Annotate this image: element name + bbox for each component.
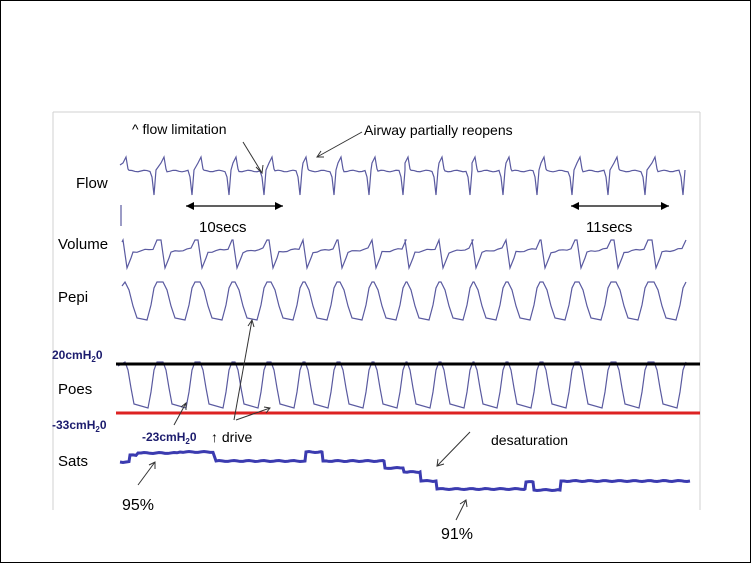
interval-arrowhead-2a — [571, 202, 579, 210]
channel-label-volume: Volume — [58, 236, 108, 253]
arrowhead-sat-low — [459, 499, 468, 508]
annotation-sat-start: 95% — [122, 497, 154, 514]
annotation-flow-limitation: ^ flow limitation — [132, 121, 227, 137]
reference-label-minus33: -33cmH20 — [52, 418, 107, 434]
annotation-interval-2: 11secs — [586, 219, 632, 236]
volume-trace — [121, 237, 687, 271]
arrowhead-drive-2 — [263, 406, 271, 414]
arrow-airway-reopens — [316, 131, 363, 158]
arrowhead-desaturation — [436, 458, 445, 467]
channel-label-sats: Sats — [58, 453, 88, 470]
annotation-sat-low: 91% — [441, 526, 473, 543]
arrowhead-airway-reopens — [316, 150, 324, 158]
annotation-desaturation: desaturation — [491, 432, 568, 448]
interval-arrowhead-2b — [661, 202, 669, 210]
arrow-desaturation — [436, 431, 471, 467]
annotation-poes-marker: -23cmH20 — [142, 430, 197, 446]
arrow-sat-start — [137, 461, 156, 486]
flow-trace — [119, 155, 686, 196]
channel-label-poes: Poes — [58, 381, 92, 398]
annotation-airway-reopens: Airway partially reopens — [364, 122, 513, 138]
arrow-flow-limitation — [242, 141, 263, 174]
arrowhead-flow-limitation — [255, 164, 264, 175]
channel-label-pepi: Pepi — [58, 289, 88, 306]
annotation-interval-1: 10secs — [199, 219, 247, 236]
channel-label-flow: Flow — [76, 175, 108, 192]
annotation-drive: ↑ drive — [211, 429, 252, 445]
interval-arrowhead-1a — [186, 202, 194, 210]
arrow-poes-marker — [173, 402, 187, 426]
arrow-sat-low — [455, 499, 467, 521]
arrow-drive-2 — [235, 407, 271, 421]
poes-trace — [117, 361, 687, 409]
interval-arrowhead-1b — [275, 202, 283, 210]
reference-label-20: 20cmH20 — [52, 348, 103, 364]
arrowhead-sat-start — [148, 461, 156, 469]
arrow-drive-1 — [233, 319, 253, 421]
arrowhead-drive-1 — [247, 318, 255, 328]
sats-trace — [119, 450, 691, 492]
arrowhead-poes-marker — [180, 401, 187, 410]
pepi-trace — [121, 280, 687, 321]
